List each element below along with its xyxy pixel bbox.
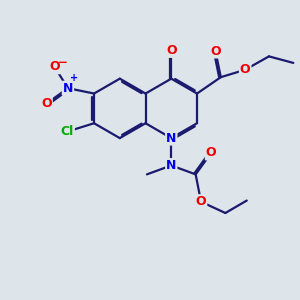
Text: O: O	[196, 195, 206, 208]
Text: −: −	[58, 56, 68, 69]
Text: O: O	[206, 146, 216, 160]
Text: N: N	[63, 82, 73, 95]
Text: O: O	[49, 60, 60, 73]
Text: N: N	[166, 132, 176, 145]
Text: Cl: Cl	[61, 125, 74, 138]
Text: +: +	[70, 73, 79, 83]
Text: O: O	[166, 44, 177, 57]
Text: O: O	[210, 44, 221, 58]
Text: N: N	[166, 159, 176, 172]
Text: O: O	[41, 97, 52, 110]
Text: O: O	[240, 63, 250, 76]
